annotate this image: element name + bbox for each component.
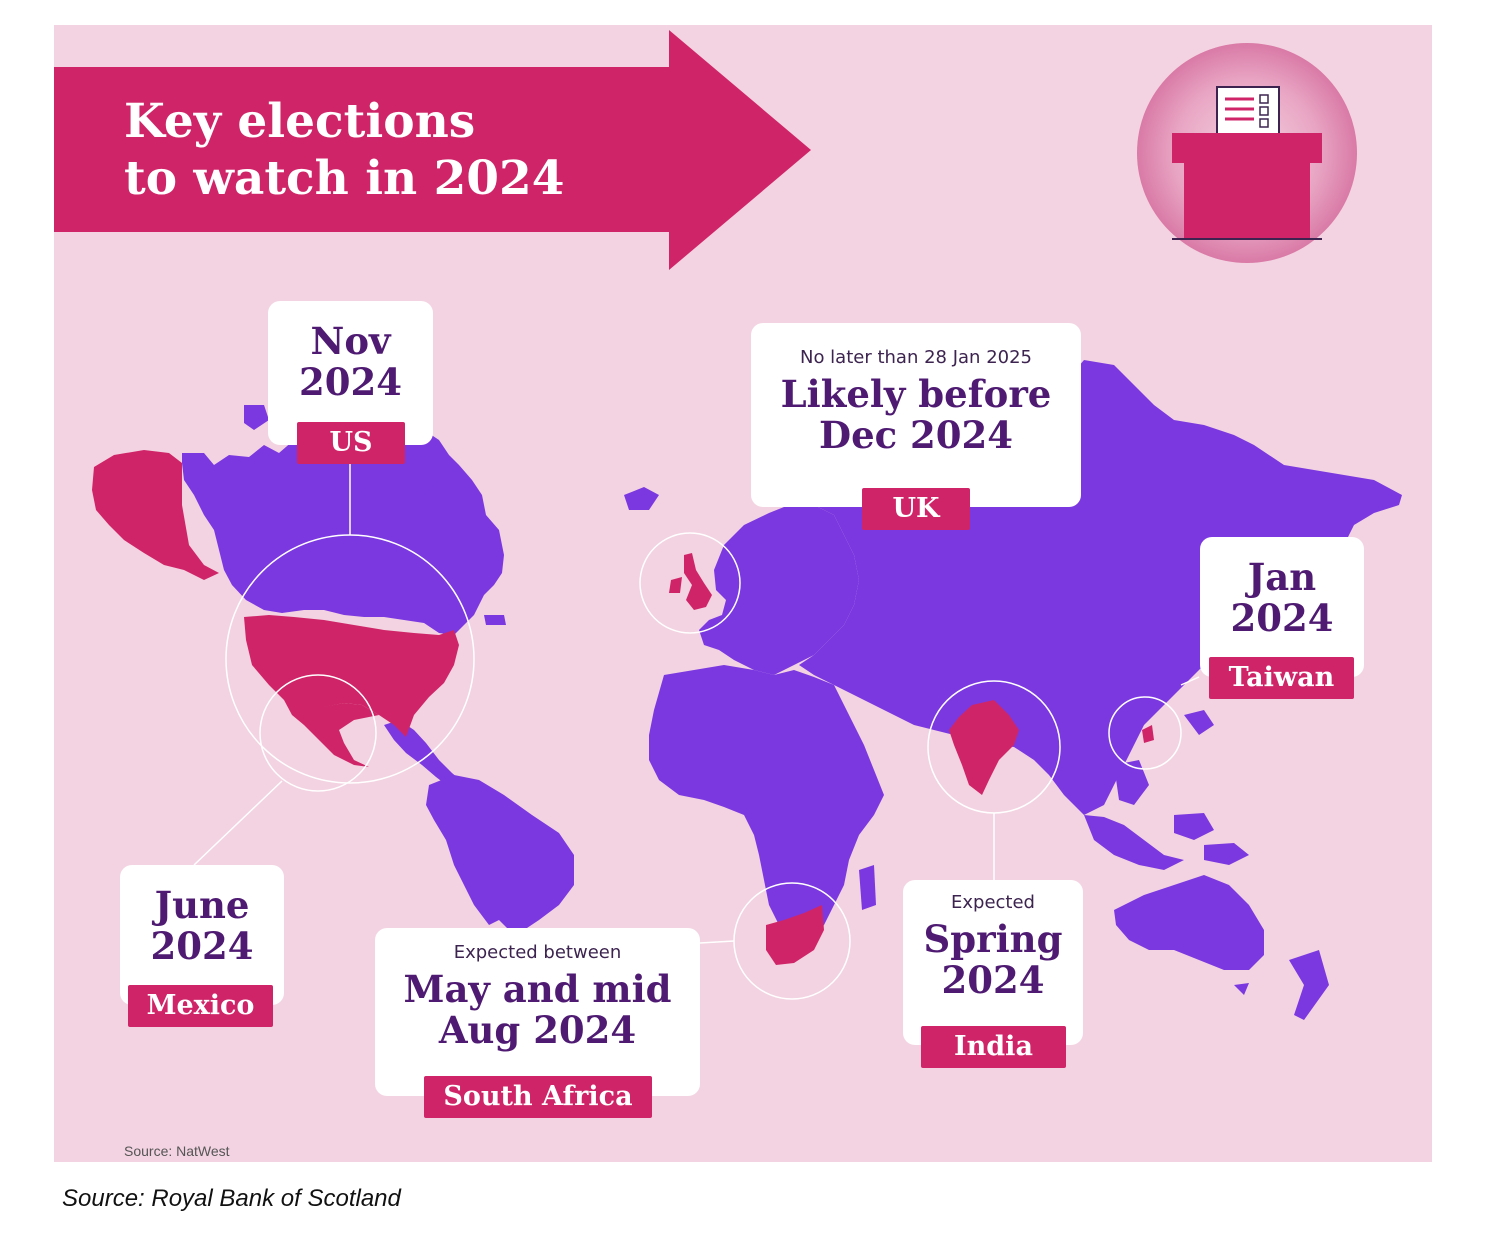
us-highlight <box>244 615 459 737</box>
election-note: Expected between <box>453 942 622 963</box>
country-tag-taiwan: Taiwan <box>1209 657 1354 699</box>
uk-ireland <box>669 577 682 593</box>
page-title: Key elections to watch in 2024 <box>124 94 565 206</box>
country-tag-us: US <box>297 422 405 464</box>
country-tag-mexico: Mexico <box>128 985 273 1027</box>
source-credit-inner: Source: NatWest <box>124 1143 230 1159</box>
election-card-uk: No later than 28 Jan 2025 Likely before … <box>751 323 1081 507</box>
australia-land <box>1114 875 1264 970</box>
country-tag-india: India <box>921 1026 1066 1068</box>
election-note: No later than 28 Jan 2025 <box>799 347 1032 368</box>
source-credit: Source: Royal Bank of Scotland <box>62 1185 401 1212</box>
uk-highlight <box>684 553 712 610</box>
south-africa-leader-line <box>699 940 735 944</box>
country-tag-uk: UK <box>862 488 970 530</box>
mexico-highlight <box>284 700 379 767</box>
southeast-asia-islands <box>1084 815 1184 870</box>
election-card-south-africa: Expected between May and mid Aug 2024 <box>375 928 700 1096</box>
country-tag-south-africa: South Africa <box>424 1076 652 1118</box>
south-america-land <box>426 775 574 930</box>
taiwan-highlight <box>1142 725 1154 743</box>
india-highlight <box>949 700 1019 795</box>
election-date: June 2024 <box>150 883 254 968</box>
election-date: Jan 2024 <box>1230 555 1334 640</box>
arctic-islands <box>244 405 269 430</box>
election-date: Likely before Dec 2024 <box>780 372 1052 457</box>
africa-land <box>649 665 884 940</box>
south-africa-highlight <box>766 905 824 965</box>
election-date: May and mid Aug 2024 <box>403 967 672 1052</box>
infographic-panel: Key elections to watch in 2024 Nov 2024 … <box>54 25 1432 1162</box>
highlighted-countries <box>92 450 1154 965</box>
election-card-mexico: June 2024 <box>120 865 284 1005</box>
election-date: Spring 2024 <box>923 917 1063 1002</box>
alaska-highlight <box>92 450 219 580</box>
election-card-taiwan: Jan 2024 <box>1200 537 1364 677</box>
election-date: Nov 2024 <box>299 319 402 404</box>
taiwan-focus-ring <box>1108 696 1182 770</box>
mexico-focus-ring <box>259 674 377 792</box>
election-card-us: Nov 2024 <box>268 301 433 445</box>
europe-land <box>699 503 859 675</box>
focus-rings <box>193 445 1200 1000</box>
mexico-leader-line <box>193 780 283 866</box>
ballot-box-icon <box>1137 43 1357 263</box>
title-arrow-banner <box>54 30 811 270</box>
taiwan-leader-line <box>1180 676 1200 686</box>
election-note: Expected <box>951 892 1035 913</box>
election-card-india: Expected Spring 2024 <box>903 880 1083 1045</box>
uk-focus-ring <box>639 532 741 634</box>
